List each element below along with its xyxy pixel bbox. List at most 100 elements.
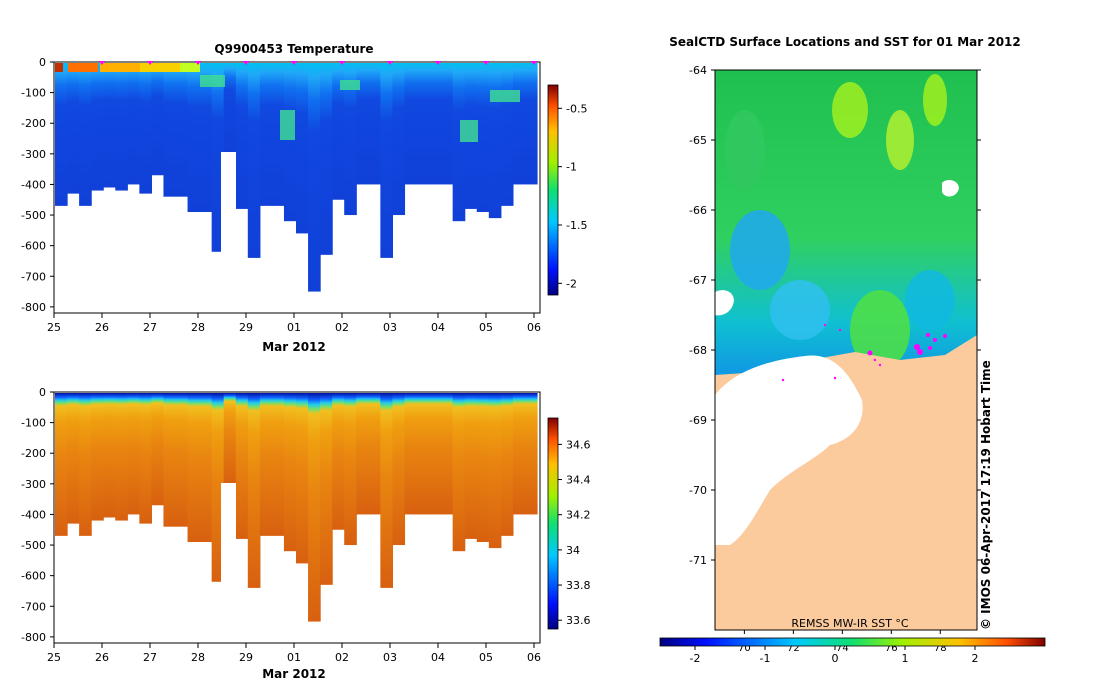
colorbar-tick-label: -1.5 — [566, 219, 587, 232]
colorbar-tick-label: 33.6 — [566, 614, 591, 627]
temperature-colorbar-ticks: -0.5 -1 -1.5 -2 — [558, 102, 587, 290]
colorbar-tick-label: -1 — [566, 161, 577, 174]
surface-warm-band — [180, 63, 200, 72]
y-tick-label: -600 — [21, 570, 46, 583]
profile-marker — [339, 61, 345, 65]
profile-column — [67, 393, 80, 524]
ctd-location-marker — [833, 376, 837, 380]
profile-marker — [195, 61, 201, 65]
y-tick-label: -700 — [21, 600, 46, 613]
profile-column — [476, 393, 490, 542]
profile-column — [332, 393, 345, 530]
y-tick-label: -500 — [21, 209, 46, 222]
profile-column — [296, 63, 309, 234]
ice-cloud-mask — [715, 355, 863, 545]
profile-column — [163, 393, 177, 527]
x-tick-label: 03 — [383, 651, 397, 664]
sst-colorbar-tick-label: 0 — [832, 652, 839, 665]
sst-patch — [725, 110, 765, 190]
profile-column — [500, 393, 514, 536]
profile-column — [247, 63, 261, 258]
profile-column — [440, 393, 454, 515]
ctd-location-marker — [873, 358, 877, 362]
profile-markers — [99, 61, 537, 65]
x-tick-label: 25 — [47, 321, 61, 334]
y-tick-label: -600 — [21, 240, 46, 253]
profile-column — [356, 63, 369, 185]
profile-column — [67, 63, 80, 194]
salinity-x-ticks: 25 26 27 28 29 01 02 03 04 05 06 — [47, 643, 541, 664]
colorbar-tick-label: 34.6 — [566, 438, 591, 451]
y-tick-label: 0 — [39, 386, 46, 399]
temperature-xlabel: Mar 2012 — [262, 340, 326, 354]
sst-colorbar — [659, 637, 1046, 647]
profile-column — [79, 393, 92, 536]
ctd-location-marker — [823, 323, 827, 327]
profile-marker — [147, 61, 153, 65]
temperature-colorbar — [547, 84, 559, 296]
surface-warm-band — [140, 63, 200, 72]
mid-depth-streak — [460, 120, 478, 142]
profile-column — [79, 63, 92, 206]
x-tick-label: 04 — [431, 321, 445, 334]
y-tick-label: -100 — [21, 417, 46, 430]
profile-column — [308, 393, 321, 622]
colorbar-tick-label: 34.4 — [566, 474, 591, 487]
lon-tick-label: 74 — [836, 643, 849, 654]
ctd-location-marker — [914, 344, 920, 350]
ctd-location-marker — [867, 350, 873, 356]
profile-column — [392, 63, 406, 216]
profile-column — [512, 63, 526, 185]
profile-column — [271, 393, 285, 536]
temperature-y-ticks: 0 -100 -200 -300 -400 -500 -600 -700 -800 — [21, 56, 54, 314]
y-tick-label: 0 — [39, 56, 46, 69]
lat-tick-label: -69 — [689, 414, 707, 427]
profile-column — [199, 63, 213, 212]
salinity-xlabel: Mar 2012 — [262, 667, 326, 681]
x-tick-label: 28 — [191, 651, 205, 664]
profile-column — [91, 63, 104, 191]
profile-marker — [99, 61, 105, 65]
lon-tick-label: 72 — [787, 643, 800, 654]
profile-column — [512, 393, 526, 515]
x-tick-label: 29 — [239, 321, 253, 334]
lat-tick-label: -64 — [689, 64, 707, 77]
data-gap — [221, 152, 236, 317]
temperature-axes-frame — [53, 61, 541, 314]
lat-tick-label: -71 — [689, 554, 707, 567]
profile-column — [235, 393, 249, 539]
profile-marker — [387, 61, 393, 65]
profile-column — [175, 393, 189, 527]
profile-column — [440, 63, 454, 185]
profile-column — [488, 63, 502, 219]
y-tick-label: -100 — [21, 87, 46, 100]
x-tick-label: 01 — [287, 321, 301, 334]
ctd-location-marker — [933, 338, 937, 342]
lat-tick-label: -65 — [689, 134, 707, 147]
surface-warm-band — [68, 63, 98, 72]
profile-column — [380, 63, 393, 258]
profile-column — [524, 393, 538, 515]
profile-column — [259, 393, 273, 536]
ctd-location-marker — [917, 349, 923, 355]
sst-colorbar-tick-label: -1 — [760, 652, 771, 665]
sst-colorbar-tick-label: 1 — [902, 652, 909, 665]
profile-column — [380, 393, 393, 588]
profile-column — [344, 393, 357, 546]
profile-column — [199, 393, 213, 542]
profile-column — [127, 393, 140, 515]
x-tick-label: 26 — [95, 651, 109, 664]
lat-tick-label: -66 — [689, 204, 707, 217]
profile-column — [259, 63, 273, 206]
map-title: SealCTD Surface Locations and SST for 01… — [669, 35, 1021, 49]
y-tick-label: -500 — [21, 539, 46, 552]
profile-marker — [531, 61, 537, 65]
profile-column — [127, 63, 140, 185]
surface-warm-band — [55, 63, 63, 72]
profile-column — [103, 63, 116, 188]
profile-column — [464, 393, 478, 539]
profile-column — [452, 63, 466, 222]
colorbar-tick-label: 34.2 — [566, 509, 591, 522]
ctd-location-marker — [926, 333, 930, 337]
salinity-colorbar — [547, 417, 559, 630]
